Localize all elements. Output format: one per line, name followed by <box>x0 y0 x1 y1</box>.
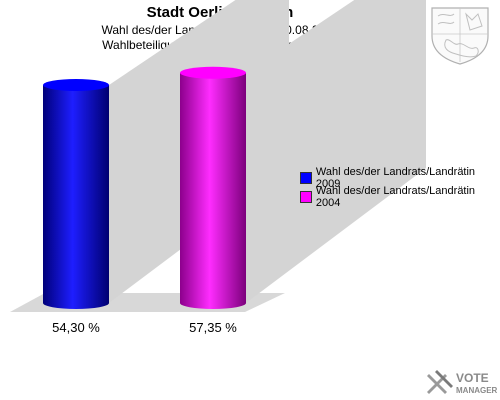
bar-shadow-2004 <box>246 0 426 303</box>
legend-label-2009: Wahl des/der Landrats/Landrätin 2009 <box>315 166 476 190</box>
vote-manager-mark-icon <box>427 370 453 394</box>
legend-swatch-2009 <box>300 172 312 184</box>
vote-manager-logo: VOTE MANAGER <box>427 370 498 395</box>
legend-swatch-2004 <box>300 191 312 203</box>
coat-of-arms-icon <box>431 7 489 65</box>
value-label-2009: 54,30 % <box>52 320 100 335</box>
logo-text-manager: MANAGER <box>456 386 498 395</box>
legend: Wahl des/der Landrats/Landrätin 2009 Wah… <box>300 166 500 209</box>
bar-2004 <box>180 72 246 309</box>
logo-text-vote: VOTE <box>456 371 489 385</box>
bar-2009 <box>43 85 109 309</box>
bar-top-2004 <box>180 66 246 79</box>
legend-label-2004: Wahl des/der Landrats/Landrätin 2004 <box>315 185 476 209</box>
bar-top-2009 <box>43 79 109 91</box>
value-label-2004: 57,35 % <box>189 320 237 335</box>
legend-item-2009: Wahl des/der Landrats/Landrätin 2009 <box>300 166 500 190</box>
legend-item-2004: Wahl des/der Landrats/Landrätin 2004 <box>300 185 500 209</box>
